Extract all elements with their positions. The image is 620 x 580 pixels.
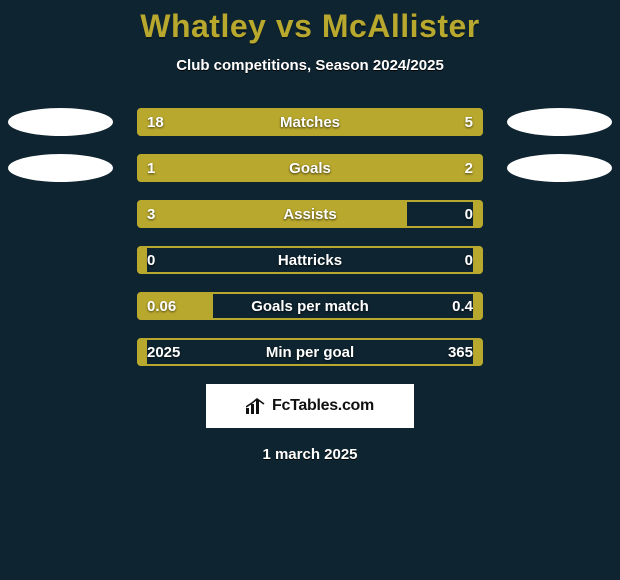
player-left-marker — [8, 108, 113, 136]
stat-bar: 185Matches — [137, 108, 483, 136]
title: Whatley vs McAllister — [0, 8, 620, 45]
stat-bar: 30Assists — [137, 200, 483, 228]
fill-right — [473, 292, 483, 320]
bar-outline — [137, 246, 483, 274]
stat-row: 0 0Hattricks — [0, 246, 620, 274]
stat-row: 12Goals — [0, 154, 620, 182]
player-left-marker — [8, 154, 113, 182]
subtitle: Club competitions, Season 2024/2025 — [0, 57, 620, 74]
value-right: 0.4 — [452, 292, 473, 320]
value-left: 0 — [147, 246, 155, 274]
value-right: 2 — [465, 154, 473, 182]
value-left: 18 — [147, 108, 164, 136]
comparison-infographic: Whatley vs McAllister Club competitions,… — [0, 0, 620, 463]
fill-left — [137, 108, 407, 136]
fill-right — [473, 338, 483, 366]
fill-left — [137, 246, 147, 274]
stat-rows: 185Matches12Goals30Assists00Hattricks0.0… — [0, 108, 620, 366]
stat-row: 30Assists — [0, 200, 620, 228]
metric-label: Min per goal — [137, 338, 483, 366]
brand-text: FcTables.com — [272, 397, 374, 415]
value-left: 0.06 — [147, 292, 176, 320]
value-right: 5 — [465, 108, 473, 136]
date: 1 march 2025 — [0, 446, 620, 463]
value-right: 0 — [465, 200, 473, 228]
fill-right — [473, 246, 483, 274]
fill-right — [473, 200, 483, 228]
fill-left — [137, 200, 407, 228]
stat-row: 0.060.4Goals per match — [0, 292, 620, 320]
stat-bar: 2025 365Min per goal — [137, 338, 483, 366]
value-left: 1 — [147, 154, 155, 182]
stat-row: 185Matches — [0, 108, 620, 136]
stat-bar: 12Goals — [137, 154, 483, 182]
player-right-marker — [507, 154, 612, 182]
chart-icon — [246, 398, 266, 414]
fill-left — [137, 338, 147, 366]
metric-label: Hattricks — [137, 246, 483, 274]
brand-badge: FcTables.com — [206, 384, 414, 428]
value-left: 2025 — [147, 338, 180, 366]
stat-bar: 0.060.4Goals per match — [137, 292, 483, 320]
value-left: 3 — [147, 200, 155, 228]
stat-bar: 0 0Hattricks — [137, 246, 483, 274]
value-right: 365 — [448, 338, 473, 366]
fill-right — [251, 154, 483, 182]
stat-row: 2025 365Min per goal — [0, 338, 620, 366]
value-right: 0 — [465, 246, 473, 274]
bar-outline — [137, 338, 483, 366]
player-right-marker — [507, 108, 612, 136]
